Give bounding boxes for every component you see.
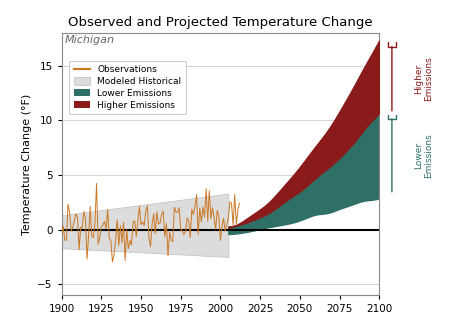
Text: Michigan: Michigan: [65, 35, 115, 45]
Text: Higher
Emissions: Higher Emissions: [414, 56, 434, 101]
Legend: Observations, Modeled Historical, Lower Emissions, Higher Emissions: Observations, Modeled Historical, Lower …: [69, 61, 186, 114]
Text: Lower
Emissions: Lower Emissions: [414, 133, 434, 178]
Y-axis label: Temperature Change (°F): Temperature Change (°F): [22, 93, 32, 235]
Title: Observed and Projected Temperature Change: Observed and Projected Temperature Chang…: [68, 16, 373, 29]
